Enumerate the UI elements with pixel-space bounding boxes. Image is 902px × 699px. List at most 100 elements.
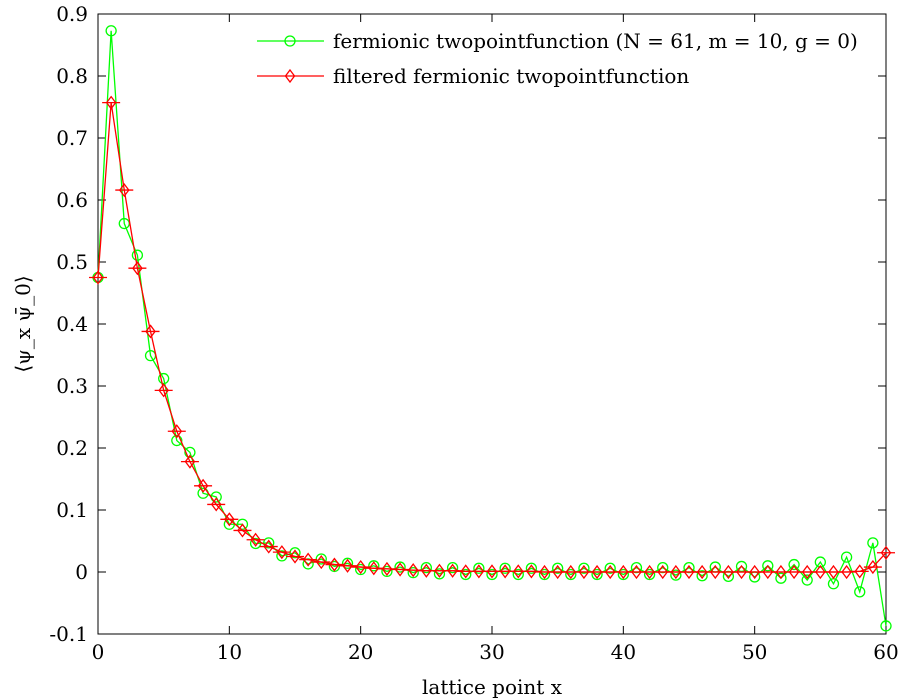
data-point: [171, 434, 183, 447]
data-point: [841, 564, 852, 580]
data-point: [539, 564, 550, 580]
data-point: [302, 552, 314, 567]
data-point: [526, 564, 537, 579]
data-point: [617, 568, 629, 581]
data-point: [132, 261, 143, 276]
legend-marker-filtered-diamond-icon: [284, 68, 296, 84]
data-point: [867, 537, 879, 549]
series-0: [92, 25, 892, 632]
series-1: [89, 95, 895, 580]
plot-frame: [97, 13, 887, 635]
data-point: [670, 564, 682, 580]
data-point: [630, 562, 643, 574]
data-point: [368, 561, 380, 576]
data-point: [381, 561, 393, 576]
y-tick-label: 0.5: [56, 250, 88, 274]
data-point: [696, 570, 708, 582]
data-point: [604, 562, 616, 574]
y-tick-label: 0.3: [56, 374, 88, 398]
data-point: [788, 558, 800, 571]
data-point: [762, 560, 774, 572]
y-tick-label: 0.1: [56, 498, 88, 522]
series-layer: [89, 25, 895, 632]
data-point: [263, 537, 275, 549]
legend-label-filtered: filtered fermionic twopointfunction: [333, 64, 689, 88]
data-point: [670, 569, 682, 581]
legend-item-raw: fermionic twopointfunction (N = 61, m = …: [257, 29, 858, 53]
data-point: [171, 424, 183, 439]
data-point: [867, 559, 879, 575]
data-point: [723, 564, 734, 580]
data-point: [788, 564, 800, 580]
y-axis-title: ⟨ψ_x ψ̄_0⟩: [11, 275, 35, 372]
data-point: [775, 572, 787, 584]
data-point: [828, 564, 839, 580]
y-tick-label: 0.7: [56, 126, 88, 150]
data-point: [342, 558, 353, 573]
data-point: [460, 568, 472, 581]
data-point: [355, 563, 367, 576]
data-point: [604, 564, 616, 580]
y-tick-label: 0.2: [56, 436, 88, 460]
data-point: [473, 562, 485, 574]
data-point: [184, 454, 196, 469]
data-point: [236, 518, 249, 530]
x-tick-label: 40: [611, 640, 636, 664]
data-point: [499, 564, 511, 579]
data-point: [433, 568, 446, 580]
data-point: [657, 562, 669, 574]
y-tick-label: 0.9: [56, 2, 88, 26]
data-point: [683, 562, 695, 574]
data-point: [92, 270, 104, 285]
x-tick-label: 0: [92, 640, 105, 664]
data-point: [197, 478, 209, 493]
x-tick-label: 30: [479, 640, 504, 664]
data-point: [276, 545, 288, 560]
data-point: [105, 95, 117, 110]
data-point: [486, 568, 498, 581]
data-point: [355, 559, 366, 575]
y-tick-label: -0.1: [49, 622, 88, 646]
data-point: [736, 564, 747, 580]
data-point: [618, 564, 629, 580]
data-point: [762, 564, 774, 580]
data-point: [801, 574, 813, 586]
data-point: [722, 570, 735, 582]
data-point: [118, 182, 130, 198]
data-point: [565, 564, 577, 580]
data-point: [552, 562, 564, 574]
data-point: [749, 564, 760, 580]
data-point: [145, 324, 156, 339]
data-point: [801, 564, 813, 580]
data-point: [840, 551, 853, 563]
data-point: [854, 586, 866, 598]
data-point: [289, 549, 301, 564]
data-point: [420, 562, 432, 574]
axes-layer: [97, 13, 887, 635]
data-point: [315, 554, 327, 570]
data-point: [407, 566, 419, 579]
data-point: [447, 563, 458, 578]
y-tick-label: 0.6: [56, 188, 88, 212]
data-point: [368, 560, 380, 572]
data-point: [341, 557, 354, 569]
data-point: [329, 557, 340, 572]
data-point: [224, 512, 235, 527]
data-point: [644, 564, 655, 580]
data-point: [854, 564, 866, 579]
x-tick-label: 20: [348, 640, 373, 664]
data-point: [249, 537, 262, 550]
legend-item-filtered: filtered fermionic twopointfunction: [257, 64, 689, 88]
series-line-0: [97, 30, 887, 627]
data-point: [538, 568, 551, 581]
data-point: [131, 249, 144, 261]
x-tick-label: 50: [742, 640, 767, 664]
data-point: [591, 564, 603, 580]
data-point: [552, 564, 563, 580]
data-point: [381, 565, 393, 578]
x-axis-title: lattice point x: [422, 675, 563, 699]
data-point: [210, 497, 222, 512]
data-point: [880, 545, 892, 560]
data-point: [565, 568, 577, 581]
